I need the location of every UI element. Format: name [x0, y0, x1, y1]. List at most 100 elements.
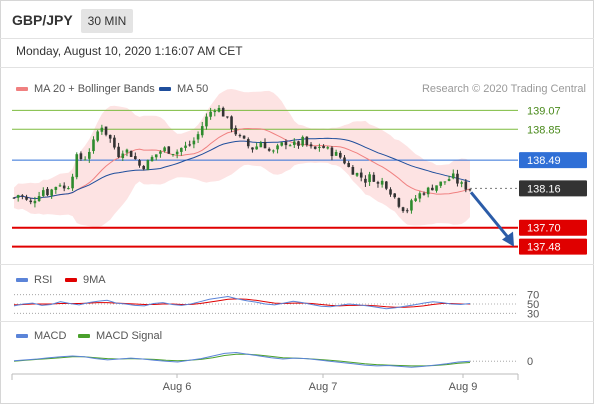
ma50-swatch	[159, 87, 171, 92]
support-1-tag	[519, 219, 587, 236]
legend-ma50-label: MA 50	[177, 83, 209, 95]
candle-body	[58, 185, 62, 187]
candle-body	[154, 154, 158, 158]
candle-body	[121, 153, 125, 159]
candle-body	[246, 139, 250, 147]
rsi-ma-swatch	[65, 278, 77, 283]
candle-body	[380, 180, 384, 185]
candle-body	[418, 193, 422, 199]
legend-macd-signal-label: MACD Signal	[96, 330, 163, 342]
candle-body	[359, 172, 363, 178]
rsi-level-label: 70	[527, 290, 539, 302]
candle-body	[88, 151, 91, 159]
candle-body	[196, 134, 200, 140]
candle-body	[347, 163, 350, 167]
candle-body	[435, 185, 438, 191]
timeframe-badge[interactable]: 30 MIN	[81, 9, 133, 33]
candle-body	[405, 210, 409, 212]
candle-body	[376, 182, 380, 184]
rsi-level-label: 50	[527, 299, 539, 311]
x-axis-label: Aug 7	[309, 381, 338, 393]
rsi-line	[13, 295, 471, 310]
candle-body	[460, 182, 463, 184]
chart-header: GBP/JPY 30 MIN	[0, 0, 594, 38]
candle-body	[401, 207, 405, 212]
macd-line	[13, 351, 471, 368]
candle-body	[167, 146, 171, 154]
candle-body	[343, 157, 346, 164]
candle-body	[410, 200, 413, 211]
candle-body	[238, 135, 242, 137]
candle-body	[456, 173, 459, 184]
candle-body	[33, 200, 37, 204]
candle-body	[134, 156, 137, 160]
pivot-label: 138.49	[527, 155, 561, 167]
candles	[12, 105, 472, 214]
candle-body	[21, 195, 24, 197]
chart-datetime: Monday, August 10, 2020 1:16:07 AM CET	[16, 44, 243, 58]
candle-body	[146, 160, 150, 171]
support-1-label: 137.70	[527, 223, 561, 235]
candle-body	[468, 189, 472, 191]
candle-body	[138, 160, 141, 166]
candle-body	[288, 145, 292, 147]
candle-body	[159, 151, 162, 154]
candle-body	[422, 193, 426, 195]
candle-body	[108, 134, 112, 139]
resistance-2-label: 139.07	[527, 105, 561, 117]
candle-body	[326, 147, 330, 149]
candle-body	[351, 167, 355, 175]
candle-body	[113, 137, 116, 148]
candle-body	[175, 151, 179, 155]
candle-body	[16, 195, 20, 198]
candle-body	[385, 181, 388, 189]
ma20-swatch	[16, 87, 28, 92]
candle-body	[318, 146, 321, 148]
rsi-swatch	[16, 278, 28, 283]
currency-pair-title: GBP/JPY	[12, 12, 73, 28]
candle-body	[251, 147, 254, 150]
research-credit: Research © 2020 Trading Central	[421, 83, 586, 95]
candle-body	[142, 166, 145, 170]
price-panel-divider	[0, 264, 594, 265]
rsi-level-label: 30	[527, 308, 539, 320]
candle-body	[125, 149, 129, 153]
candle-body	[96, 131, 99, 141]
candle-body	[397, 198, 401, 207]
candle-body	[37, 196, 41, 202]
ma50-line	[13, 137, 471, 200]
candle-body	[389, 189, 392, 195]
candle-body	[276, 145, 279, 150]
candle-body	[200, 126, 204, 136]
candle-body	[117, 146, 120, 158]
macd-signal-swatch	[78, 334, 90, 339]
macd-signal-line	[13, 353, 471, 367]
datetime-divider	[0, 67, 594, 68]
x-axis-label: Aug 6	[163, 381, 192, 393]
forecast-arrow-shaft	[469, 191, 511, 240]
candle-body	[92, 139, 95, 152]
candle-body	[62, 185, 66, 189]
candle-body	[259, 142, 263, 148]
candle-body	[150, 157, 154, 162]
header-divider	[0, 38, 594, 39]
candle-body	[184, 145, 187, 148]
candle-body	[209, 111, 212, 117]
candle-body	[213, 110, 217, 113]
candle-body	[242, 135, 246, 139]
candle-body	[313, 146, 317, 149]
candle-body	[426, 187, 430, 195]
bollinger-band-fill	[14, 89, 470, 228]
candle-body	[25, 196, 28, 200]
legend-rsi: RSI	[16, 274, 52, 286]
candle-body	[292, 141, 296, 145]
candle-body	[129, 150, 133, 157]
macd-swatch	[16, 334, 28, 339]
candle-body	[67, 188, 70, 190]
candle-body	[221, 107, 225, 117]
candle-body	[431, 187, 434, 191]
ma20-line	[13, 127, 471, 200]
forecast-arrow-head	[502, 231, 514, 247]
candle-body	[104, 126, 108, 135]
